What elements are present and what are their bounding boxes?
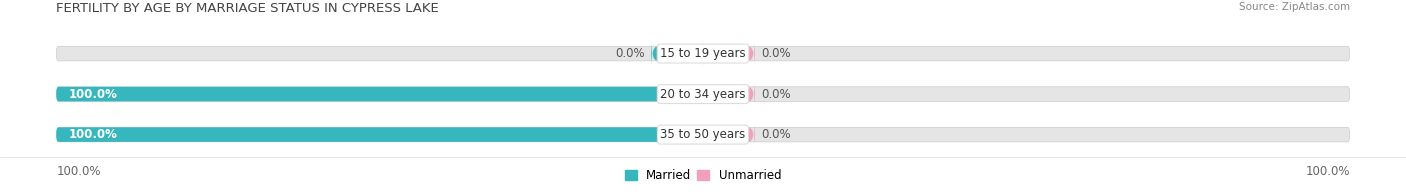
Text: 100.0%: 100.0% bbox=[69, 128, 118, 141]
FancyBboxPatch shape bbox=[703, 41, 755, 66]
Text: 0.0%: 0.0% bbox=[616, 47, 645, 60]
FancyBboxPatch shape bbox=[56, 87, 703, 101]
FancyBboxPatch shape bbox=[56, 87, 1350, 101]
Text: 35 to 50 years: 35 to 50 years bbox=[661, 128, 745, 141]
Text: FERTILITY BY AGE BY MARRIAGE STATUS IN CYPRESS LAKE: FERTILITY BY AGE BY MARRIAGE STATUS IN C… bbox=[56, 2, 439, 15]
Text: 100.0%: 100.0% bbox=[56, 165, 101, 178]
Text: 100.0%: 100.0% bbox=[1305, 165, 1350, 178]
FancyBboxPatch shape bbox=[703, 122, 755, 148]
Text: 0.0%: 0.0% bbox=[761, 128, 790, 141]
Text: 0.0%: 0.0% bbox=[761, 88, 790, 101]
FancyBboxPatch shape bbox=[651, 41, 703, 66]
Text: 0.0%: 0.0% bbox=[761, 47, 790, 60]
Text: 20 to 34 years: 20 to 34 years bbox=[661, 88, 745, 101]
FancyBboxPatch shape bbox=[56, 46, 1350, 61]
FancyBboxPatch shape bbox=[703, 81, 755, 107]
Text: 15 to 19 years: 15 to 19 years bbox=[661, 47, 745, 60]
Text: 100.0%: 100.0% bbox=[69, 88, 118, 101]
FancyBboxPatch shape bbox=[56, 127, 703, 142]
FancyBboxPatch shape bbox=[56, 127, 1350, 142]
Legend: Married, Unmarried: Married, Unmarried bbox=[624, 169, 782, 182]
Text: Source: ZipAtlas.com: Source: ZipAtlas.com bbox=[1239, 2, 1350, 12]
